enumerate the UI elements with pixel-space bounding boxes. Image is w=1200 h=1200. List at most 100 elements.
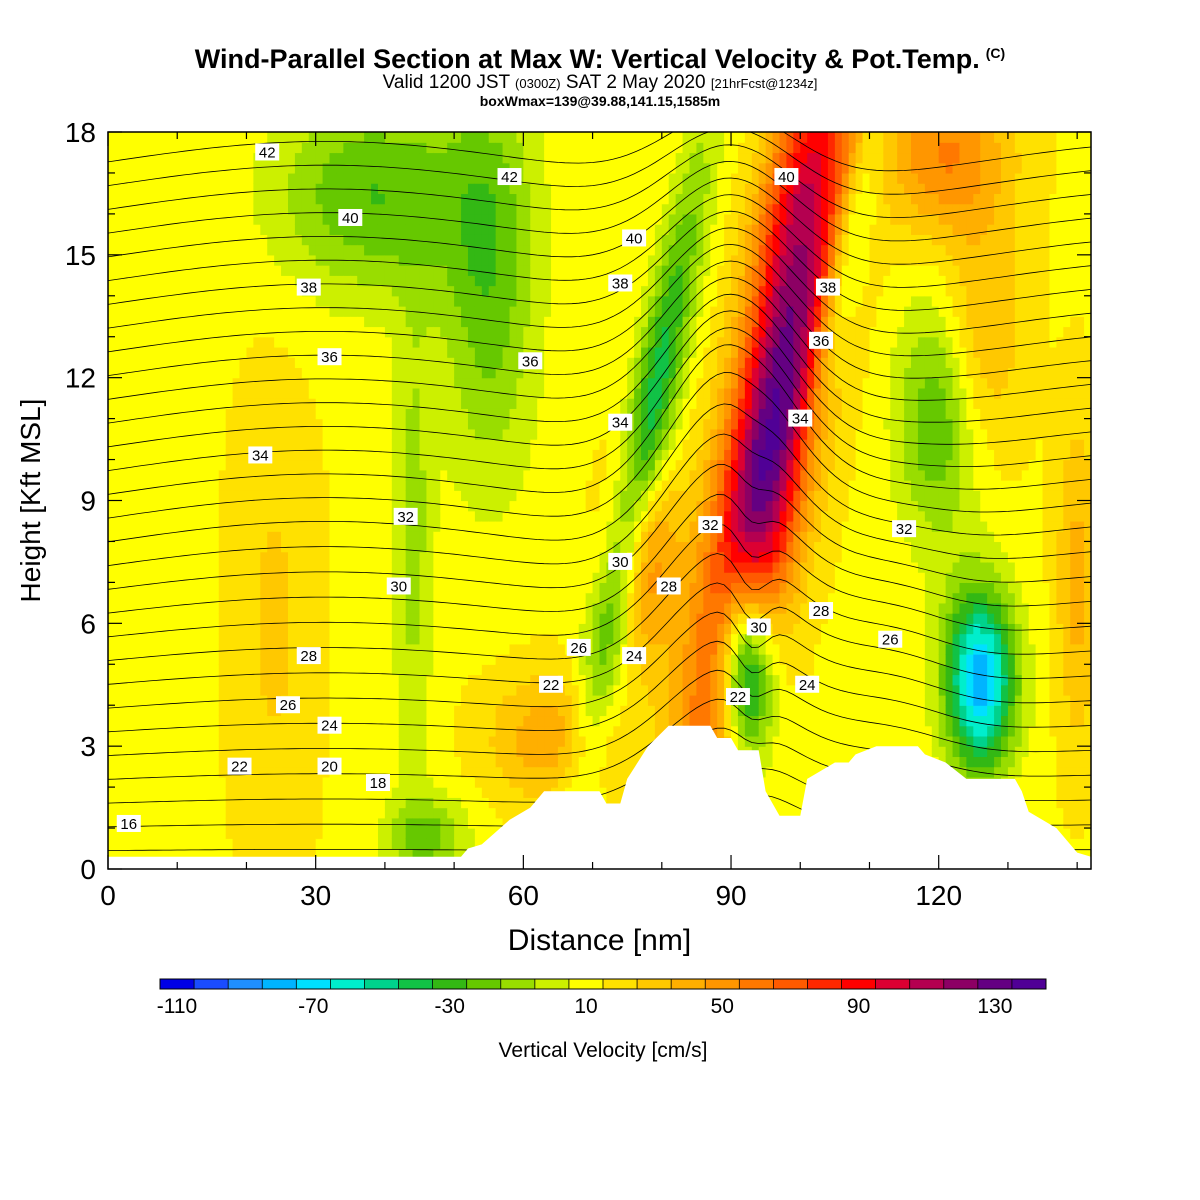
velocity-cell (502, 520, 511, 532)
velocity-cell (350, 408, 358, 420)
velocity-cell (114, 480, 123, 491)
velocity-cell (239, 807, 248, 819)
velocity-cell (412, 418, 421, 430)
velocity-cell (294, 193, 303, 205)
velocity-cell (530, 265, 538, 276)
velocity-cell (398, 254, 407, 266)
velocity-cell (371, 787, 379, 798)
velocity-cell (128, 674, 137, 686)
velocity-cell (329, 848, 338, 860)
velocity-cell (440, 193, 448, 205)
velocity-cell (274, 500, 282, 512)
velocity-cell (336, 377, 344, 389)
velocity-cell (481, 776, 490, 788)
velocity-cell (246, 203, 254, 215)
velocity-cell (184, 254, 192, 266)
velocity-cell (128, 490, 137, 502)
velocity-cell (301, 490, 310, 502)
velocity-cell (163, 510, 171, 522)
velocity-cell (530, 234, 538, 246)
velocity-cell (239, 531, 248, 543)
velocity-cell (156, 275, 164, 287)
velocity-cell (481, 265, 490, 276)
velocity-cell (481, 500, 490, 512)
velocity-cell (544, 408, 552, 420)
velocity-cell (267, 520, 275, 532)
velocity-cell (564, 766, 573, 778)
velocity-cell (384, 306, 393, 317)
velocity-cell (267, 664, 275, 676)
velocity-cell (197, 346, 206, 358)
velocity-cell (481, 817, 490, 829)
velocity-cell (384, 367, 393, 379)
velocity-cell (530, 193, 538, 205)
velocity-cell (461, 367, 469, 379)
velocity-cell (412, 756, 421, 768)
velocity-cell (502, 193, 511, 205)
velocity-cell (142, 654, 151, 665)
velocity-cell (564, 510, 573, 522)
velocity-cell (142, 520, 151, 532)
velocity-cell (315, 480, 324, 491)
velocity-cell (232, 469, 241, 481)
velocity-cell (343, 684, 351, 696)
velocity-cell (474, 449, 483, 461)
velocity-cell (461, 193, 469, 205)
velocity-cell (357, 172, 365, 184)
velocity-cell (447, 295, 455, 307)
velocity-cell (336, 367, 344, 379)
velocity-cell (495, 203, 504, 215)
velocity-cell (426, 674, 434, 686)
velocity-cell (502, 531, 511, 543)
velocity-cell (454, 132, 462, 143)
velocity-cell (405, 367, 414, 379)
velocity-cell (350, 654, 358, 665)
velocity-cell (197, 480, 206, 491)
velocity-cell (239, 480, 248, 491)
velocity-cell (398, 244, 407, 256)
velocity-cell (294, 572, 303, 583)
velocity-cell (163, 490, 171, 502)
velocity-cell (114, 633, 123, 645)
velocity-cell (184, 654, 192, 665)
velocity-cell (225, 531, 234, 543)
velocity-cell (447, 142, 455, 154)
velocity-cell (294, 715, 303, 727)
velocity-cell (357, 848, 365, 860)
velocity-cell (177, 705, 185, 717)
velocity-cell (184, 377, 192, 389)
velocity-cell (371, 520, 379, 532)
velocity-cell (315, 592, 324, 604)
velocity-cell (509, 254, 518, 266)
velocity-cell (530, 244, 538, 256)
velocity-cell (571, 408, 580, 420)
velocity-cell (578, 244, 587, 256)
velocity-cell (142, 254, 151, 266)
velocity-cell (509, 490, 518, 502)
velocity-cell (405, 213, 414, 225)
velocity-cell (578, 234, 587, 246)
velocity-cell (239, 592, 248, 604)
velocity-cell (239, 694, 248, 706)
velocity-cell (287, 776, 296, 788)
velocity-cell (135, 766, 144, 778)
velocity-cell (197, 838, 206, 850)
velocity-cell (260, 664, 268, 676)
velocity-cell (128, 254, 137, 266)
velocity-cell (142, 336, 151, 348)
velocity-cell (364, 316, 372, 328)
velocity-cell (551, 387, 559, 399)
velocity-cell (184, 694, 192, 706)
velocity-cell (516, 316, 524, 328)
velocity-cell (211, 295, 220, 307)
velocity-cell (371, 715, 379, 727)
velocity-cell (170, 459, 178, 471)
velocity-cell (225, 582, 234, 594)
velocity-cell (537, 664, 545, 676)
velocity-cell (294, 244, 303, 256)
velocity-cell (308, 183, 317, 195)
velocity-cell (551, 275, 559, 287)
velocity-cell (163, 735, 171, 747)
velocity-cell (301, 203, 310, 215)
velocity-cell (384, 633, 393, 645)
